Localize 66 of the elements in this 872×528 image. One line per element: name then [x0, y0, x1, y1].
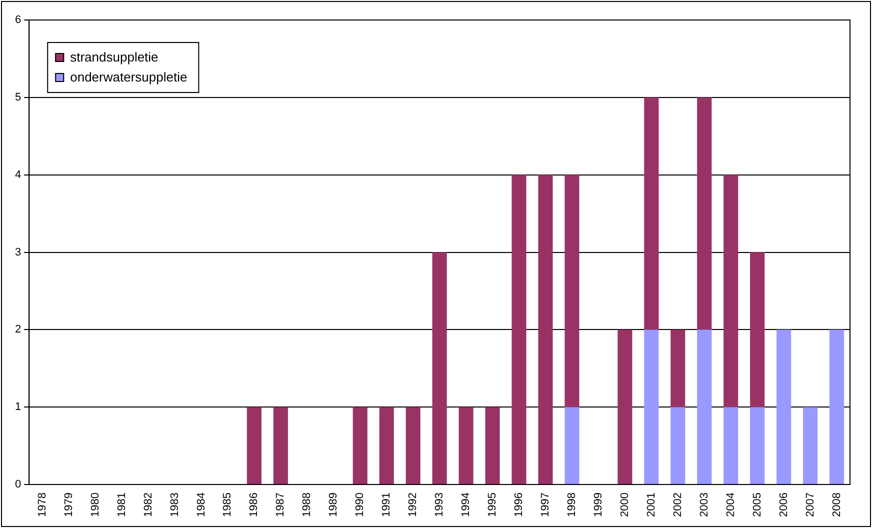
bar — [750, 252, 765, 408]
bar — [379, 407, 394, 484]
bar — [564, 407, 580, 484]
bar — [829, 330, 844, 484]
bar — [670, 330, 686, 408]
bar — [406, 407, 420, 484]
x-tick-label: 2007 — [804, 492, 816, 518]
x-tick-label: 1994 — [460, 492, 472, 518]
x-tick-label: 1989 — [328, 492, 340, 518]
x-tick-label: 2001 — [645, 492, 658, 518]
x-tick-label: 1988 — [301, 492, 314, 518]
x-tick-label: 1980 — [89, 492, 102, 518]
bar — [618, 330, 632, 484]
bar — [670, 407, 686, 484]
y-tick-label: 6 — [14, 14, 22, 26]
bar — [512, 174, 526, 484]
x-tick-label: 1999 — [592, 492, 604, 518]
bar — [644, 330, 659, 484]
x-tick-label: 2005 — [751, 492, 764, 518]
bar — [485, 407, 500, 484]
y-tick-label: 5 — [14, 91, 22, 104]
x-tick-label: 2003 — [698, 492, 710, 518]
x-tick-label: 2000 — [618, 492, 631, 518]
bar — [697, 97, 712, 330]
bar — [644, 97, 659, 330]
bar — [273, 407, 288, 484]
x-tick-label: 1997 — [540, 492, 552, 518]
x-tick-label: 1993 — [434, 492, 446, 518]
x-tick-label: 2008 — [830, 492, 843, 518]
bar — [750, 407, 765, 484]
x-tick-label: 1982 — [142, 492, 154, 518]
bar — [697, 330, 712, 484]
x-tick-label: 1998 — [566, 492, 578, 518]
bar — [776, 330, 792, 484]
x-tick-label: 1996 — [513, 492, 526, 518]
x-tick-label: 1979 — [62, 492, 75, 518]
bar — [724, 407, 738, 484]
bar — [803, 407, 818, 484]
x-tick-label: 2002 — [672, 492, 684, 518]
x-tick-label: 1991 — [380, 492, 393, 518]
y-tick-label: 1 — [14, 401, 22, 414]
y-tick-label: 3 — [14, 246, 22, 258]
bar — [458, 407, 474, 484]
x-tick-label: 1978 — [36, 492, 48, 518]
bar — [432, 252, 447, 484]
x-tick-label: 1985 — [222, 492, 234, 518]
x-tick-label: 1986 — [248, 492, 260, 518]
legend-label: onderwatersuppletie — [70, 70, 188, 85]
x-tick-label: 1987 — [274, 492, 287, 518]
bar — [564, 174, 580, 408]
x-tick-label: 1995 — [486, 492, 499, 518]
y-tick-label: 2 — [14, 324, 22, 336]
x-tick-label: 1992 — [407, 492, 420, 518]
bar — [246, 407, 262, 484]
x-tick-label: 1981 — [116, 492, 128, 518]
legend-label: strandsuppletie — [70, 50, 158, 65]
x-tick-label: 1983 — [168, 492, 181, 518]
bar — [352, 407, 368, 484]
x-tick-label: 2006 — [778, 492, 790, 518]
x-tick-label: 2004 — [724, 492, 737, 518]
x-tick-label: 1990 — [354, 492, 366, 518]
y-tick-label: 0 — [14, 478, 22, 491]
x-tick-label: 1984 — [195, 492, 208, 518]
bar — [724, 174, 738, 408]
y-tick-label: 4 — [14, 168, 22, 181]
bar — [538, 174, 553, 484]
